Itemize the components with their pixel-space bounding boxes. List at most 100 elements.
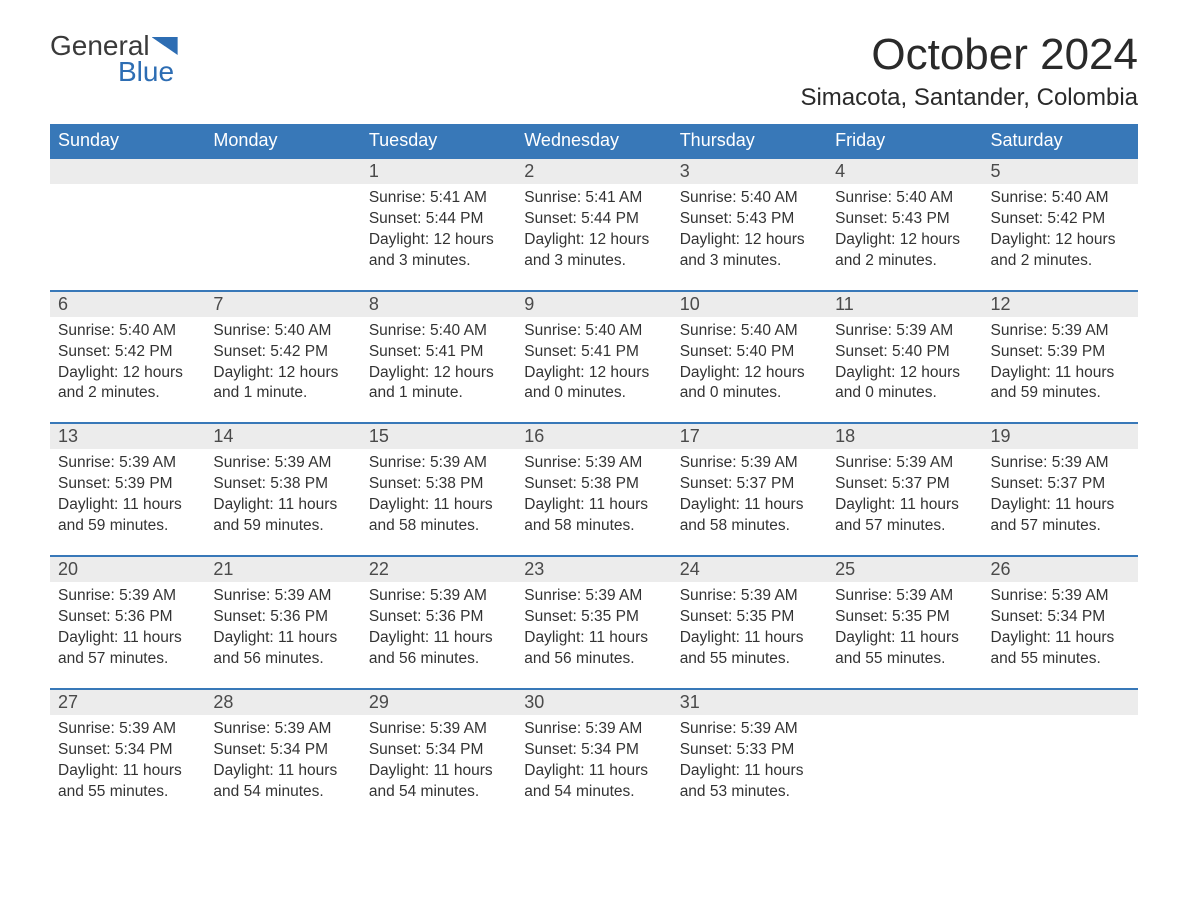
month-title: October 2024 bbox=[800, 30, 1138, 80]
day-data: Sunrise: 5:39 AMSunset: 5:38 PMDaylight:… bbox=[516, 449, 671, 555]
day-number: 30 bbox=[516, 690, 671, 715]
day-number: 19 bbox=[983, 424, 1138, 449]
day-data: Sunrise: 5:39 AMSunset: 5:35 PMDaylight:… bbox=[827, 582, 982, 688]
calendar-cell: 27Sunrise: 5:39 AMSunset: 5:34 PMDayligh… bbox=[50, 689, 205, 821]
calendar-cell bbox=[983, 689, 1138, 821]
calendar-cell: 23Sunrise: 5:39 AMSunset: 5:35 PMDayligh… bbox=[516, 556, 671, 689]
day-number: 23 bbox=[516, 557, 671, 582]
day-data: Sunrise: 5:39 AMSunset: 5:35 PMDaylight:… bbox=[516, 582, 671, 688]
day-number-empty bbox=[827, 690, 982, 715]
day-number: 29 bbox=[361, 690, 516, 715]
flag-icon bbox=[152, 37, 178, 55]
calendar-cell: 4Sunrise: 5:40 AMSunset: 5:43 PMDaylight… bbox=[827, 158, 982, 291]
day-data: Sunrise: 5:39 AMSunset: 5:39 PMDaylight:… bbox=[50, 449, 205, 555]
calendar-cell: 9Sunrise: 5:40 AMSunset: 5:41 PMDaylight… bbox=[516, 291, 671, 424]
day-header: Wednesday bbox=[516, 124, 671, 158]
day-data: Sunrise: 5:40 AMSunset: 5:40 PMDaylight:… bbox=[672, 317, 827, 423]
day-data-empty bbox=[827, 715, 982, 795]
calendar-cell: 5Sunrise: 5:40 AMSunset: 5:42 PMDaylight… bbox=[983, 158, 1138, 291]
day-number-empty bbox=[50, 159, 205, 184]
day-number: 18 bbox=[827, 424, 982, 449]
day-number: 2 bbox=[516, 159, 671, 184]
calendar-cell: 22Sunrise: 5:39 AMSunset: 5:36 PMDayligh… bbox=[361, 556, 516, 689]
day-number: 15 bbox=[361, 424, 516, 449]
day-data: Sunrise: 5:39 AMSunset: 5:37 PMDaylight:… bbox=[827, 449, 982, 555]
day-number: 5 bbox=[983, 159, 1138, 184]
logo-text-blue: Blue bbox=[118, 56, 174, 88]
calendar-cell: 17Sunrise: 5:39 AMSunset: 5:37 PMDayligh… bbox=[672, 423, 827, 556]
day-header: Sunday bbox=[50, 124, 205, 158]
calendar-cell: 18Sunrise: 5:39 AMSunset: 5:37 PMDayligh… bbox=[827, 423, 982, 556]
calendar-cell: 25Sunrise: 5:39 AMSunset: 5:35 PMDayligh… bbox=[827, 556, 982, 689]
day-number: 28 bbox=[205, 690, 360, 715]
day-data: Sunrise: 5:40 AMSunset: 5:42 PMDaylight:… bbox=[50, 317, 205, 423]
day-data-empty bbox=[205, 184, 360, 264]
calendar-row: 27Sunrise: 5:39 AMSunset: 5:34 PMDayligh… bbox=[50, 689, 1138, 821]
calendar-cell: 11Sunrise: 5:39 AMSunset: 5:40 PMDayligh… bbox=[827, 291, 982, 424]
day-number: 13 bbox=[50, 424, 205, 449]
day-data: Sunrise: 5:39 AMSunset: 5:33 PMDaylight:… bbox=[672, 715, 827, 821]
day-header: Saturday bbox=[983, 124, 1138, 158]
day-number: 10 bbox=[672, 292, 827, 317]
day-number: 27 bbox=[50, 690, 205, 715]
calendar-cell: 12Sunrise: 5:39 AMSunset: 5:39 PMDayligh… bbox=[983, 291, 1138, 424]
calendar-cell: 1Sunrise: 5:41 AMSunset: 5:44 PMDaylight… bbox=[361, 158, 516, 291]
day-data: Sunrise: 5:39 AMSunset: 5:37 PMDaylight:… bbox=[672, 449, 827, 555]
day-data: Sunrise: 5:40 AMSunset: 5:41 PMDaylight:… bbox=[516, 317, 671, 423]
day-number: 11 bbox=[827, 292, 982, 317]
calendar-cell: 6Sunrise: 5:40 AMSunset: 5:42 PMDaylight… bbox=[50, 291, 205, 424]
day-data-empty bbox=[983, 715, 1138, 795]
day-number: 7 bbox=[205, 292, 360, 317]
calendar-table: SundayMondayTuesdayWednesdayThursdayFrid… bbox=[50, 124, 1138, 820]
day-number: 16 bbox=[516, 424, 671, 449]
day-data: Sunrise: 5:40 AMSunset: 5:41 PMDaylight:… bbox=[361, 317, 516, 423]
day-data-empty bbox=[50, 184, 205, 264]
calendar-cell bbox=[827, 689, 982, 821]
calendar-body: 1Sunrise: 5:41 AMSunset: 5:44 PMDaylight… bbox=[50, 158, 1138, 820]
calendar-cell: 31Sunrise: 5:39 AMSunset: 5:33 PMDayligh… bbox=[672, 689, 827, 821]
day-header: Tuesday bbox=[361, 124, 516, 158]
day-number-empty bbox=[205, 159, 360, 184]
calendar-cell: 24Sunrise: 5:39 AMSunset: 5:35 PMDayligh… bbox=[672, 556, 827, 689]
calendar-cell: 10Sunrise: 5:40 AMSunset: 5:40 PMDayligh… bbox=[672, 291, 827, 424]
day-number: 4 bbox=[827, 159, 982, 184]
day-data: Sunrise: 5:39 AMSunset: 5:38 PMDaylight:… bbox=[205, 449, 360, 555]
calendar-cell: 8Sunrise: 5:40 AMSunset: 5:41 PMDaylight… bbox=[361, 291, 516, 424]
day-data: Sunrise: 5:39 AMSunset: 5:34 PMDaylight:… bbox=[205, 715, 360, 821]
day-number: 22 bbox=[361, 557, 516, 582]
calendar-cell: 16Sunrise: 5:39 AMSunset: 5:38 PMDayligh… bbox=[516, 423, 671, 556]
calendar-cell: 7Sunrise: 5:40 AMSunset: 5:42 PMDaylight… bbox=[205, 291, 360, 424]
header: General Blue October 2024 Simacota, Sant… bbox=[50, 30, 1138, 112]
day-number: 9 bbox=[516, 292, 671, 317]
calendar-cell: 30Sunrise: 5:39 AMSunset: 5:34 PMDayligh… bbox=[516, 689, 671, 821]
day-data: Sunrise: 5:39 AMSunset: 5:35 PMDaylight:… bbox=[672, 582, 827, 688]
day-number: 21 bbox=[205, 557, 360, 582]
day-number-empty bbox=[983, 690, 1138, 715]
day-number: 14 bbox=[205, 424, 360, 449]
calendar-cell: 21Sunrise: 5:39 AMSunset: 5:36 PMDayligh… bbox=[205, 556, 360, 689]
day-number: 8 bbox=[361, 292, 516, 317]
day-data: Sunrise: 5:39 AMSunset: 5:36 PMDaylight:… bbox=[50, 582, 205, 688]
day-number: 26 bbox=[983, 557, 1138, 582]
logo: General Blue bbox=[50, 30, 178, 88]
calendar-row: 13Sunrise: 5:39 AMSunset: 5:39 PMDayligh… bbox=[50, 423, 1138, 556]
day-data: Sunrise: 5:40 AMSunset: 5:43 PMDaylight:… bbox=[672, 184, 827, 290]
day-number: 25 bbox=[827, 557, 982, 582]
day-header: Thursday bbox=[672, 124, 827, 158]
day-data: Sunrise: 5:41 AMSunset: 5:44 PMDaylight:… bbox=[516, 184, 671, 290]
calendar-row: 20Sunrise: 5:39 AMSunset: 5:36 PMDayligh… bbox=[50, 556, 1138, 689]
location: Simacota, Santander, Colombia bbox=[800, 84, 1138, 112]
day-data: Sunrise: 5:39 AMSunset: 5:34 PMDaylight:… bbox=[516, 715, 671, 821]
calendar-cell: 14Sunrise: 5:39 AMSunset: 5:38 PMDayligh… bbox=[205, 423, 360, 556]
day-data: Sunrise: 5:39 AMSunset: 5:37 PMDaylight:… bbox=[983, 449, 1138, 555]
day-number: 1 bbox=[361, 159, 516, 184]
calendar-cell: 13Sunrise: 5:39 AMSunset: 5:39 PMDayligh… bbox=[50, 423, 205, 556]
day-number: 3 bbox=[672, 159, 827, 184]
day-data: Sunrise: 5:40 AMSunset: 5:43 PMDaylight:… bbox=[827, 184, 982, 290]
day-header: Friday bbox=[827, 124, 982, 158]
calendar-cell: 20Sunrise: 5:39 AMSunset: 5:36 PMDayligh… bbox=[50, 556, 205, 689]
day-number: 24 bbox=[672, 557, 827, 582]
calendar-cell: 15Sunrise: 5:39 AMSunset: 5:38 PMDayligh… bbox=[361, 423, 516, 556]
calendar-row: 1Sunrise: 5:41 AMSunset: 5:44 PMDaylight… bbox=[50, 158, 1138, 291]
title-block: October 2024 Simacota, Santander, Colomb… bbox=[800, 30, 1138, 112]
